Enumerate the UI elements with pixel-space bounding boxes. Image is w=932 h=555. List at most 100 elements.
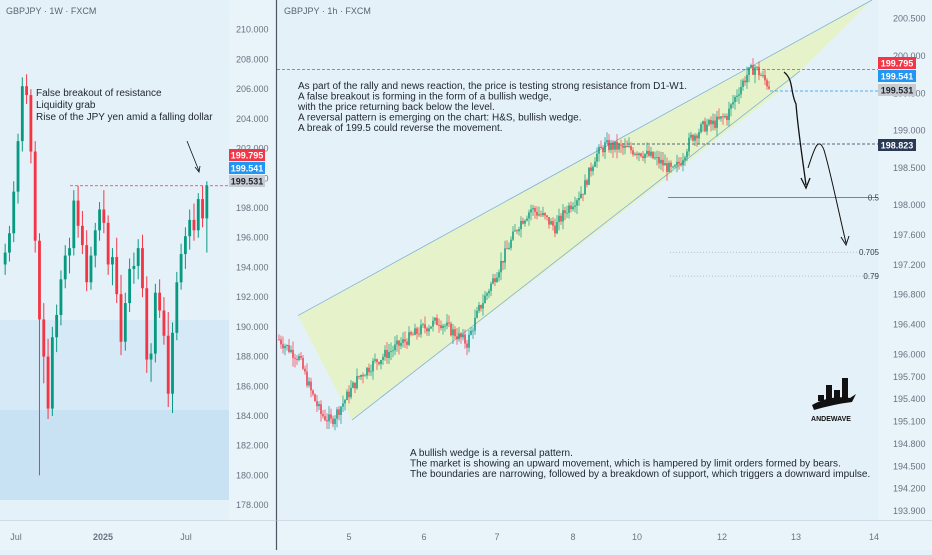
- weekly-y-tick-label: 180.000: [236, 470, 269, 480]
- weekly-candle: [72, 190, 76, 256]
- weekly-y-tick-label: 192.000: [236, 292, 269, 302]
- hourly-candle-body: [376, 359, 378, 363]
- hourly-candle: [538, 206, 540, 217]
- hourly-candle-body: [404, 339, 406, 342]
- hourly-candle: [698, 128, 700, 145]
- hourly-candle: [498, 269, 500, 282]
- hourly-candle: [314, 393, 316, 402]
- weekly-candle: [179, 243, 183, 290]
- hourly-candle: [544, 212, 546, 220]
- hourly-candle-body: [758, 66, 760, 76]
- hourly-candle-body: [298, 356, 300, 360]
- hourly-candle: [382, 353, 384, 365]
- hourly-candle: [290, 345, 292, 354]
- hourly-x-tick-label: 10: [632, 532, 642, 542]
- hourly-candle-body: [434, 317, 436, 321]
- hourly-candle-body: [542, 213, 544, 216]
- weekly-candle: [25, 74, 29, 104]
- hourly-candle-body: [424, 324, 426, 329]
- weekly-candle: [153, 283, 157, 363]
- hourly-candle-body: [726, 116, 728, 120]
- logo-bull-icon: [812, 394, 856, 410]
- hourly-annotation-line: with the price returning back below the …: [297, 102, 495, 113]
- hourly-candle: [458, 326, 460, 342]
- weekly-x-tick-label: Jul: [10, 532, 22, 542]
- hourly-x-tick-label: 7: [494, 532, 499, 542]
- hourly-candle: [664, 154, 666, 166]
- hourly-candle: [712, 113, 714, 131]
- weekly-candle-body: [12, 191, 16, 234]
- hourly-candle-body: [412, 334, 414, 336]
- weekly-candle-body: [72, 200, 76, 249]
- hourly-y-tick-label: 196.000: [893, 349, 926, 359]
- weekly-candle-body: [205, 185, 209, 219]
- hourly-candle-body: [538, 214, 540, 216]
- hourly-candle: [324, 409, 326, 422]
- hourly-candle: [500, 252, 502, 281]
- hourly-candle-body: [760, 75, 762, 77]
- hourly-candle-body: [554, 225, 556, 234]
- hourly-candle: [432, 316, 434, 332]
- hourly-candle-body: [436, 317, 438, 326]
- hourly-candle: [308, 377, 310, 388]
- hourly-candle-body: [752, 65, 754, 75]
- hourly-candle-body: [398, 340, 400, 346]
- hourly-candle-body: [478, 304, 480, 311]
- weekly-candle-body: [3, 252, 7, 265]
- hourly-candle-body: [714, 120, 716, 128]
- hourly-annotation-line: As part of the rally and news reaction, …: [298, 81, 687, 92]
- hourly-candle-body: [360, 375, 362, 377]
- hourly-candle: [442, 323, 444, 335]
- hourly-candle-body: [320, 404, 322, 415]
- weekly-candle: [119, 274, 123, 356]
- hourly-candle: [764, 69, 766, 86]
- hourly-x-tick-label: 6: [421, 532, 426, 542]
- hourly-candle-body: [694, 135, 696, 141]
- hourly-candle-body: [616, 141, 618, 150]
- hourly-candle: [396, 334, 398, 352]
- hourly-candle: [660, 151, 662, 170]
- hourly-candle-body: [724, 116, 726, 118]
- weekly-candle-body: [25, 86, 29, 96]
- weekly-y-tick-label: 208.000: [236, 54, 269, 64]
- weekly-candle-body: [102, 209, 106, 223]
- hourly-candle-body: [546, 215, 548, 218]
- weekly-candle: [115, 237, 119, 304]
- hourly-candle: [762, 70, 764, 78]
- hourly-candle: [550, 218, 552, 225]
- weekly-candle-body: [93, 230, 97, 256]
- hourly-candle-body: [490, 283, 492, 291]
- hourly-candle-body: [494, 278, 496, 283]
- hourly-candle-body: [456, 336, 458, 340]
- weekly-candle: [171, 322, 174, 414]
- hourly-candle-body: [582, 193, 584, 195]
- hourly-candle-body: [352, 382, 354, 388]
- hourly-candle-body: [364, 375, 366, 377]
- weekly-candle-body: [153, 292, 157, 354]
- hourly-candle: [522, 217, 524, 225]
- projection-path-1: [783, 71, 807, 186]
- hourly-candle-body: [426, 328, 428, 332]
- hourly-candle-body: [400, 342, 402, 346]
- hourly-candle-body: [534, 208, 536, 212]
- hourly-candle: [476, 306, 478, 319]
- hourly-candle: [322, 410, 324, 419]
- hourly-candle: [340, 405, 342, 424]
- hourly-candle: [336, 406, 338, 428]
- hourly-candle-body: [576, 200, 578, 206]
- hourly-candle: [750, 63, 752, 69]
- hourly-candle: [734, 95, 736, 110]
- hourly-candle-body: [430, 326, 432, 329]
- hourly-candle-body: [460, 333, 462, 338]
- weekly-candle-body: [188, 219, 192, 237]
- hourly-candle-body: [644, 153, 646, 159]
- weekly-candle: [192, 203, 196, 241]
- hourly-annotation-line: The boundaries are narrowing, followed b…: [410, 469, 870, 480]
- weekly-candle-body: [158, 292, 162, 311]
- hourly-candle-body: [486, 293, 488, 296]
- hourly-candle-body: [674, 165, 676, 167]
- weekly-candle-body: [201, 199, 204, 219]
- hourly-candle-body: [558, 215, 560, 223]
- hourly-candle: [328, 406, 330, 429]
- weekly-candle-body: [89, 255, 93, 283]
